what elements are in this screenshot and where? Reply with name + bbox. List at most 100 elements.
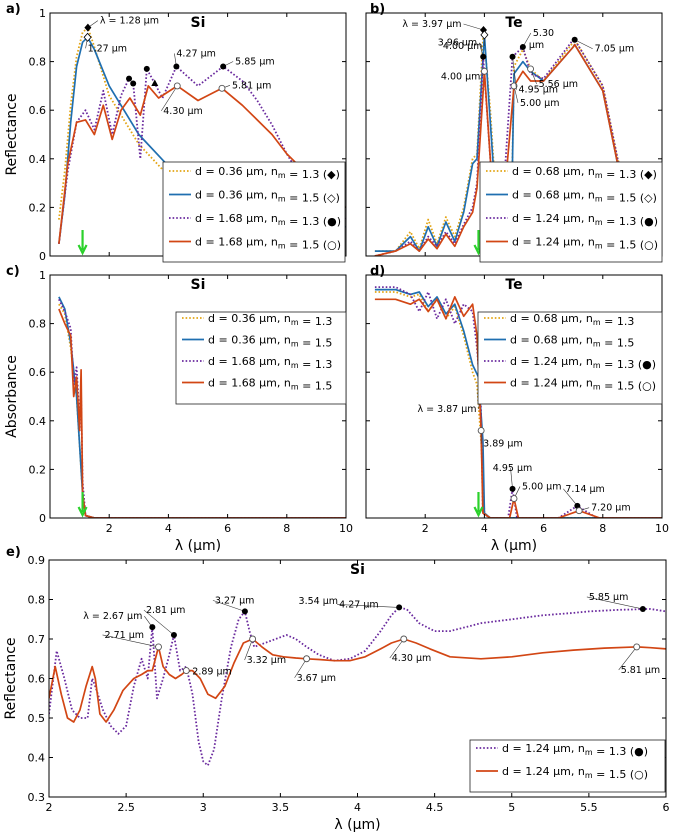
legend-entry: d = 0.36 μm, nm = 1.3	[208, 312, 332, 328]
marker-circle	[633, 643, 641, 651]
legend-entry: d = 0.36 μm, nm = 1.3 (◆)	[195, 165, 340, 181]
y-tick-label: 0	[39, 250, 46, 263]
legend-box	[469, 739, 666, 793]
annotation-label: 5.85 μm	[589, 592, 628, 603]
marker-circle	[527, 65, 535, 73]
x-tick-label: 10	[655, 522, 669, 535]
panel-title: Te	[505, 15, 522, 31]
y-axis-label: Reflectance	[3, 637, 19, 719]
marker-circle	[182, 667, 190, 675]
marker-dot	[480, 53, 487, 60]
legend: d = 0.36 μm, nm = 1.3 d = 0.36 μm, nm = 1…	[175, 311, 347, 405]
annotation-label: 5.00 μm	[522, 482, 561, 493]
x-tick-label: 2	[46, 801, 53, 814]
annotation-label: 4.00 μm	[443, 41, 482, 52]
marker-dot	[639, 605, 646, 612]
y-tick-label: 0.4	[29, 415, 47, 428]
annotation-label: 2.81 μm	[146, 605, 185, 616]
annotation-label: 5.56 μm	[539, 79, 578, 90]
annotation-label: 7.14 μm	[565, 484, 604, 495]
panel-c: c) Si 2 4 6 8 10 0 0.2 0.4 0.6 0.8 1 λ (μm) Absorbance…	[4, 264, 353, 554]
x-tick-label: 4	[481, 522, 488, 535]
panel-title: Si	[350, 562, 365, 578]
y-tick-label: 0.5	[28, 712, 46, 725]
annotation-label: λ = 3.97 μm	[402, 19, 461, 30]
annotation-label: 2.71 μm	[105, 630, 144, 641]
marker-dot	[126, 75, 133, 82]
panel-d: d) Te 2 4 6 8 10 λ (μm) λ = 3.87 μm 3.89 μm 4.95 μ…	[365, 264, 669, 554]
legend-entry: d = 1.68 μm, nm = 1.5	[208, 377, 332, 393]
leader-line	[463, 23, 484, 31]
x-tick-label: 8	[283, 522, 290, 535]
annotation-label: λ = 3.87 μm	[417, 404, 476, 415]
x-tick-label: 4.5	[426, 801, 444, 814]
annotation-label: 7.20 μm	[591, 503, 630, 514]
marker-circle	[218, 84, 226, 92]
panel-title: Si	[191, 277, 206, 293]
legend-entry: d = 1.24 μm, nm = 1.5 (○)	[502, 765, 648, 781]
leader-line	[618, 646, 637, 671]
legend-entry: d = 1.68 μm, nm = 1.5 (○)	[195, 236, 341, 252]
y-tick-label: 1	[39, 269, 46, 282]
legend-box	[162, 161, 346, 263]
annotation-label: 5.00 μm	[520, 98, 559, 109]
panel-label: b)	[370, 2, 385, 17]
marker-diamond-open	[480, 30, 489, 40]
x-tick-label: 3	[200, 801, 207, 814]
y-tick-label: 0.6	[29, 104, 47, 117]
legend-entry: d = 0.68 μm, nm = 1.5	[510, 334, 634, 350]
x-tick-label: 2	[422, 522, 429, 535]
x-tick-label: 6	[224, 522, 231, 535]
x-tick-label: 4	[354, 801, 361, 814]
x-tick-label: 2	[106, 522, 113, 535]
marker-circle	[575, 507, 583, 515]
marker-dot	[143, 65, 150, 72]
x-axis-label: λ (μm)	[175, 538, 221, 554]
legend: d = 1.24 μm, nm = 1.3 (●) d = 1.24 μm, nm…	[469, 739, 666, 793]
x-tick-label: 8	[599, 522, 606, 535]
annotation-label: 2.89 μm	[192, 667, 231, 678]
legend-box	[477, 311, 663, 405]
x-tick-label: 6	[540, 522, 547, 535]
marker-circle	[510, 82, 518, 90]
leader-line	[389, 638, 405, 659]
annotation-label: λ = 1.28 μm	[100, 16, 159, 27]
marker-triangle	[151, 79, 159, 86]
leader-line	[244, 638, 253, 661]
annotation-label: 3.67 μm	[297, 673, 336, 684]
cutoff-arrow	[77, 492, 88, 518]
panel-label: c)	[6, 264, 20, 279]
y-tick-label: 0.4	[28, 752, 46, 765]
y-tick-label: 0	[39, 512, 46, 525]
annotation-label: 4.00 μm	[441, 71, 480, 82]
marker-circle	[400, 635, 408, 643]
marker-dot	[130, 80, 137, 87]
legend-entry: d = 0.68 μm, nm = 1.3	[510, 312, 634, 328]
marker-diamond-open	[83, 32, 92, 42]
annotation-label: 5.81 μm	[621, 665, 660, 676]
legend-entry: d = 1.24 μm, nm = 1.3 (●)	[502, 742, 648, 758]
marker-dot	[571, 36, 578, 43]
legend: d = 0.68 μm, nm = 1.3 d = 0.68 μm, nm = 1…	[477, 311, 663, 405]
y-tick-label: 0.3	[28, 791, 46, 804]
leader-line	[337, 604, 400, 608]
y-tick-label: 0.6	[28, 673, 46, 686]
series-line-1	[374, 288, 662, 518]
marker-dot	[149, 624, 156, 631]
legend-entry: d = 0.36 μm, nm = 1.5	[208, 334, 332, 350]
panel-title: Si	[191, 15, 206, 31]
legend-box	[479, 161, 663, 263]
marker-circle	[249, 635, 257, 643]
marker-dot	[519, 44, 526, 51]
annotation-label: 3.54 μm	[299, 596, 338, 607]
series-line-3	[374, 43, 662, 256]
leader-line	[512, 56, 517, 90]
marker-diamond	[84, 23, 92, 32]
leader-line	[510, 467, 513, 489]
marker-dot	[241, 608, 248, 615]
annotation-label: 4.95 μm	[493, 463, 532, 474]
panel-b: b)Teλ = 3.97 μm4.00 μm3.96 μm4.00 μm5.30…	[365, 2, 663, 263]
marker-dot	[220, 63, 227, 70]
annotation-label: 4.95 μm	[519, 85, 558, 96]
series-group	[374, 29, 662, 256]
